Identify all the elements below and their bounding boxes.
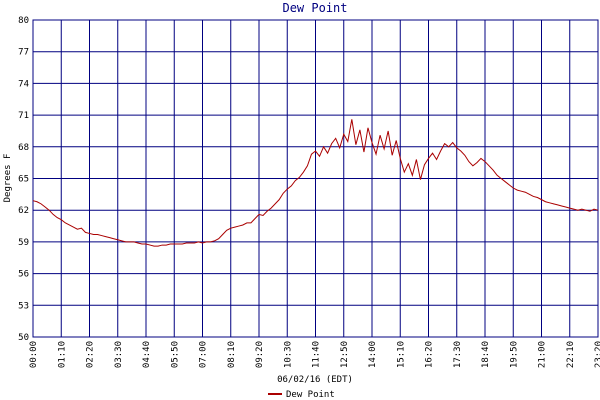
- y-tick-label: 56: [18, 270, 29, 280]
- y-axis-label: Degrees F: [3, 154, 13, 203]
- x-tick-label: 03:30: [114, 341, 124, 368]
- x-tick-label: 11:40: [312, 341, 322, 368]
- x-tick-label: 12:50: [340, 341, 350, 368]
- x-axis-label: 06/02/16 (EDT): [277, 375, 353, 385]
- x-tick-label: 02:20: [86, 341, 96, 368]
- legend-label: Dew Point: [286, 390, 335, 400]
- x-tick-label: 15:10: [396, 341, 406, 368]
- x-tick-label: 04:40: [142, 341, 152, 368]
- x-tick-label: 01:10: [57, 341, 67, 368]
- x-tick-label: 17:30: [453, 341, 463, 368]
- y-tick-label: 71: [18, 111, 29, 121]
- x-tick-label: 08:10: [227, 341, 237, 368]
- x-tick-label: 16:20: [425, 341, 435, 368]
- x-tick-label: 09:20: [255, 341, 265, 368]
- x-tick-label: 18:40: [481, 341, 491, 368]
- y-tick-label: 77: [18, 48, 29, 58]
- x-tick-label: 23:20: [594, 341, 600, 368]
- y-tick-label: 62: [18, 206, 29, 216]
- y-tick-label: 65: [18, 175, 29, 185]
- x-tick-label: 22:10: [566, 341, 576, 368]
- data-line: [32, 119, 599, 247]
- y-tick-label: 80: [18, 16, 29, 26]
- legend: Dew Point: [268, 390, 335, 400]
- x-tick-label: 05:50: [170, 341, 180, 368]
- x-tick-label: 07:00: [199, 341, 209, 368]
- y-tick-label: 68: [18, 143, 29, 153]
- x-tick-label: 19:50: [509, 341, 519, 368]
- chart-title: Dew Point: [282, 1, 347, 15]
- x-tick-label: 00:00: [29, 341, 39, 368]
- y-tick-label: 59: [18, 238, 29, 248]
- y-tick-label: 53: [18, 301, 29, 311]
- x-tick-label: 10:30: [283, 341, 293, 368]
- x-tick-label: 21:00: [538, 341, 548, 368]
- y-tick-label: 50: [18, 333, 29, 343]
- x-tick-label: 14:00: [368, 341, 378, 368]
- y-tick-label: 74: [18, 79, 29, 89]
